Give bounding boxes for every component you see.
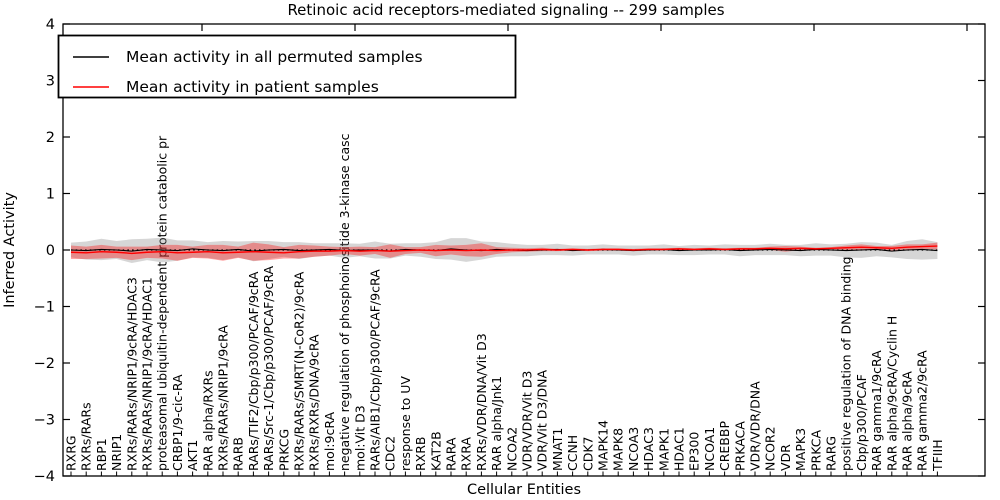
x-tick-label: RXRs/RXRs/DNA/9cRA: [307, 334, 322, 471]
x-tick-label: CRBP1/9-cic-RA: [170, 374, 185, 471]
x-tick-label: NRIP1: [109, 434, 124, 471]
y-tick-label: 3: [46, 74, 55, 90]
x-tick-label: RARA: [444, 437, 459, 471]
x-tick-label: KAT2B: [428, 431, 443, 471]
x-tick-label: RXRs/VDR/DNA/Vit D3: [474, 333, 489, 471]
x-tick-label: proteasomal ubiquitin-dependent protein …: [155, 135, 170, 471]
x-tick-label: RXRs/RARs/SMRT(N-CoR2)/9cRA: [292, 271, 307, 471]
x-axis-label: Cellular Entities: [467, 482, 581, 498]
x-tick-label: negative regulation of phosphoinositide …: [337, 133, 352, 471]
y-axis-label: Inferred Activity: [2, 192, 18, 308]
plot-area: RXRG RXRs/RARs RBP1 NRIP1 RXRs/RARs/NRIP1/9c…: [34, 17, 986, 485]
y-tick-label: −2: [34, 356, 55, 372]
x-tick-label: RARG: [824, 436, 839, 471]
x-tick-label: VDR: [778, 444, 793, 471]
y-tick-label: −1: [34, 300, 55, 316]
x-tick-label: RARB: [231, 437, 246, 471]
x-tick-label: RXRG: [64, 435, 79, 471]
x-tick-label: RAR alpha/9cRA: [900, 371, 915, 471]
x-tick-label: RAR gamma1/9cRA: [869, 350, 884, 471]
x-tick-label: HDAC3: [641, 427, 656, 471]
x-tick-label: RAR gamma2/9cRA: [915, 350, 930, 471]
x-tick-label: PRKCA: [808, 430, 823, 471]
x-tick-label: VDR/VDR/DNA: [748, 381, 763, 471]
x-tick-label: NCOA1: [702, 427, 717, 471]
x-tick-label: VDR/Vit D3/DNA: [535, 370, 550, 471]
x-tick-label: RXRA: [459, 437, 474, 471]
chart-title: Retinoic acid receptors-mediated signali…: [287, 1, 724, 19]
x-tick-label: RBP1: [94, 438, 109, 471]
x-tick-label: NCOA3: [626, 427, 641, 471]
y-tick-label: 4: [46, 17, 55, 33]
x-tick-label: RAR alpha/Jnk1: [489, 376, 504, 471]
y-tick-label: 1: [46, 187, 55, 203]
x-tick-label: NCOA2: [504, 427, 519, 471]
x-tick-label: RARs/AIB1/Cbp/p300/PCAF/9cRA: [368, 269, 383, 471]
x-tick-label: RARs/TIF2/Cbp/p300/PCAF/9cRA: [246, 271, 261, 471]
x-tick-label: RXRB: [413, 436, 428, 471]
x-tick-label: MAPK1: [656, 428, 671, 471]
x-tick-label: mol:9cRA: [322, 411, 337, 471]
x-tick-label: PRKACA: [732, 421, 747, 471]
x-tick-label: NCOR2: [763, 426, 778, 471]
x-tick-label: PRKCG: [276, 429, 291, 471]
legend-label-permuted: Mean activity in all permuted samples: [126, 48, 423, 66]
y-tick-label: 2: [46, 130, 55, 146]
x-tick-label: MAPK14: [596, 420, 611, 471]
x-tick-label: EP300: [687, 432, 702, 471]
x-tick-label: AKT1: [185, 440, 200, 471]
x-tick-label: CCNH: [565, 435, 580, 471]
x-tick-label: mol:Vit D3: [352, 405, 367, 471]
x-tick-label: MAPK8: [611, 428, 626, 471]
x-tick-label: RXRs/RARs/NRIP1/9cRA: [216, 325, 231, 471]
x-tick-label: VDR/VDR/Vit D3: [520, 371, 535, 471]
legend-label-patient: Mean activity in patient samples: [126, 78, 379, 96]
x-tick-label: Cbp/p300/PCAF: [854, 374, 869, 471]
x-tick-label: MAPK3: [793, 428, 808, 471]
y-tick-label: −4: [34, 469, 55, 485]
x-tick-label: RARs/Src-1/Cbp/p300/PCAF/9cRA: [261, 265, 276, 471]
x-tick-label: TFIIH: [930, 439, 945, 472]
x-tick-label: RXRs/RARs/NRIP1/9cRA/HDAC3: [124, 277, 139, 471]
x-tick-label: CREBBP: [717, 421, 732, 471]
x-tick-label: RXRs/RARs: [79, 402, 94, 471]
x-tick-label: CDK7: [580, 436, 595, 471]
x-tick-label: CDC2: [383, 436, 398, 471]
x-tick-label: RXRs/RARs/NRIP1/9cRA/HDAC1: [140, 277, 155, 471]
legend-frame: [57, 34, 517, 99]
x-tick-label: response to UV: [398, 376, 413, 471]
patient-mean-line: [70, 245, 938, 255]
legend: Mean activity in all permuted samples Me…: [57, 34, 517, 99]
patient-std-band: [71, 242, 938, 261]
x-tick-label: MNAT1: [550, 428, 565, 471]
x-tick-label: RAR alpha/9cRA/Cyclin H: [884, 316, 899, 471]
x-tick-label: HDAC1: [672, 427, 687, 471]
y-tick-label: 0: [46, 243, 55, 259]
x-tick-label: RAR alpha/RXRs: [200, 370, 215, 471]
x-tick-label: positive regulation of DNA binding: [839, 256, 854, 471]
y-tick-label: −3: [34, 413, 55, 429]
